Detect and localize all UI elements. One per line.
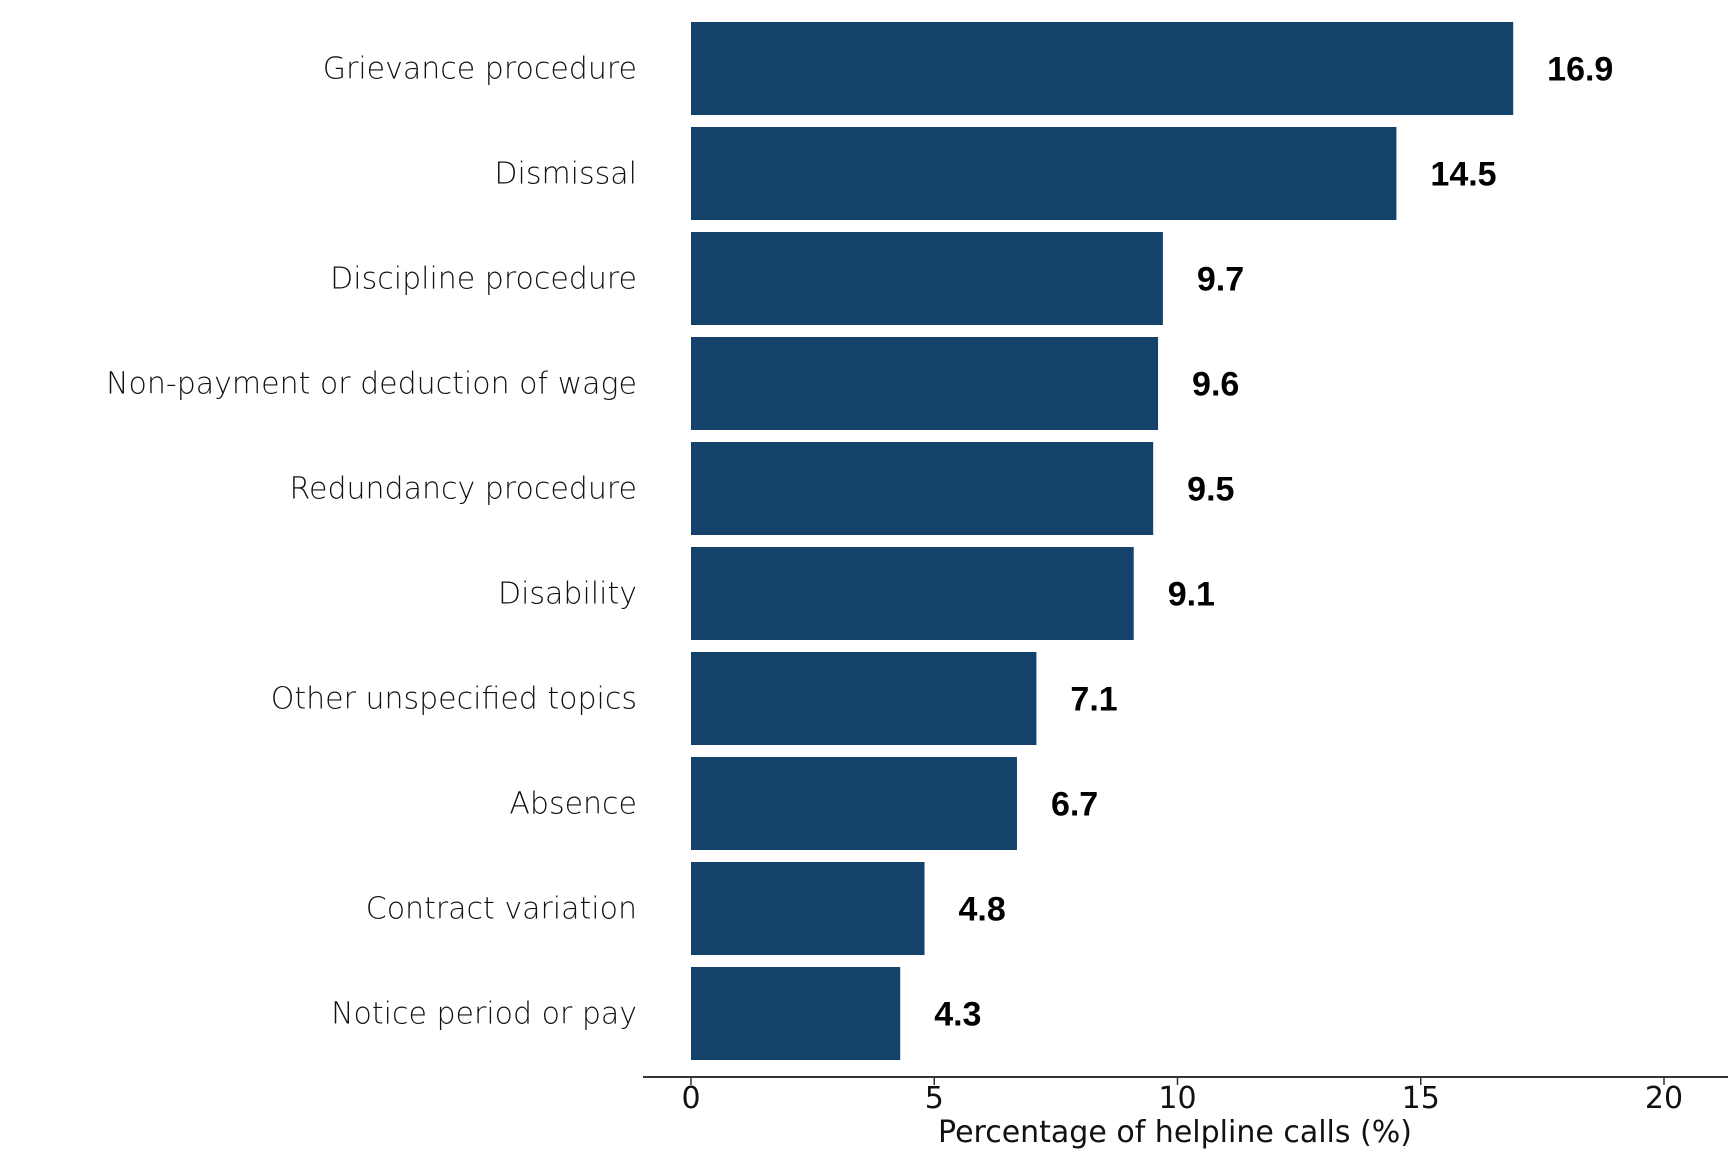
bar <box>691 442 1154 535</box>
value-label: 9.5 <box>1187 471 1234 509</box>
category-label: Discipline procedure <box>330 262 637 297</box>
x-tick-label: 5 <box>925 1081 944 1116</box>
value-label: 4.8 <box>959 891 1006 929</box>
category-label: Grievance procedure <box>323 52 637 87</box>
bar <box>691 337 1159 430</box>
value-label: 9.1 <box>1168 576 1215 614</box>
category-label: Absence <box>509 787 637 822</box>
value-label: 9.6 <box>1192 366 1239 404</box>
category-label: Redundancy procedure <box>290 472 637 507</box>
value-label: 4.3 <box>934 996 981 1034</box>
bar <box>691 22 1514 115</box>
category-label: Disability <box>498 577 637 612</box>
bar <box>691 127 1397 220</box>
bar <box>691 652 1037 745</box>
bar <box>691 547 1134 640</box>
value-label: 14.5 <box>1430 156 1496 194</box>
category-label: Contract variation <box>366 892 637 927</box>
bar <box>691 232 1163 325</box>
bar <box>691 862 925 955</box>
x-tick-label: 20 <box>1645 1081 1683 1116</box>
category-label: Non-payment or deduction of wage <box>106 367 637 402</box>
value-label: 6.7 <box>1051 786 1098 824</box>
category-label: Other unspecified topics <box>271 682 637 717</box>
x-axis-label: Percentage of helpline calls (%) <box>938 1115 1412 1150</box>
bar <box>691 757 1017 850</box>
value-label: 7.1 <box>1070 681 1117 719</box>
x-tick-label: 15 <box>1402 1081 1440 1116</box>
x-tick-label: 0 <box>681 1081 700 1116</box>
bar <box>691 967 901 1060</box>
x-tick-label: 10 <box>1158 1081 1196 1116</box>
value-label: 9.7 <box>1197 261 1244 299</box>
category-label: Notice period or pay <box>331 997 637 1032</box>
category-label: Dismissal <box>494 157 637 192</box>
value-label: 16.9 <box>1547 51 1613 89</box>
